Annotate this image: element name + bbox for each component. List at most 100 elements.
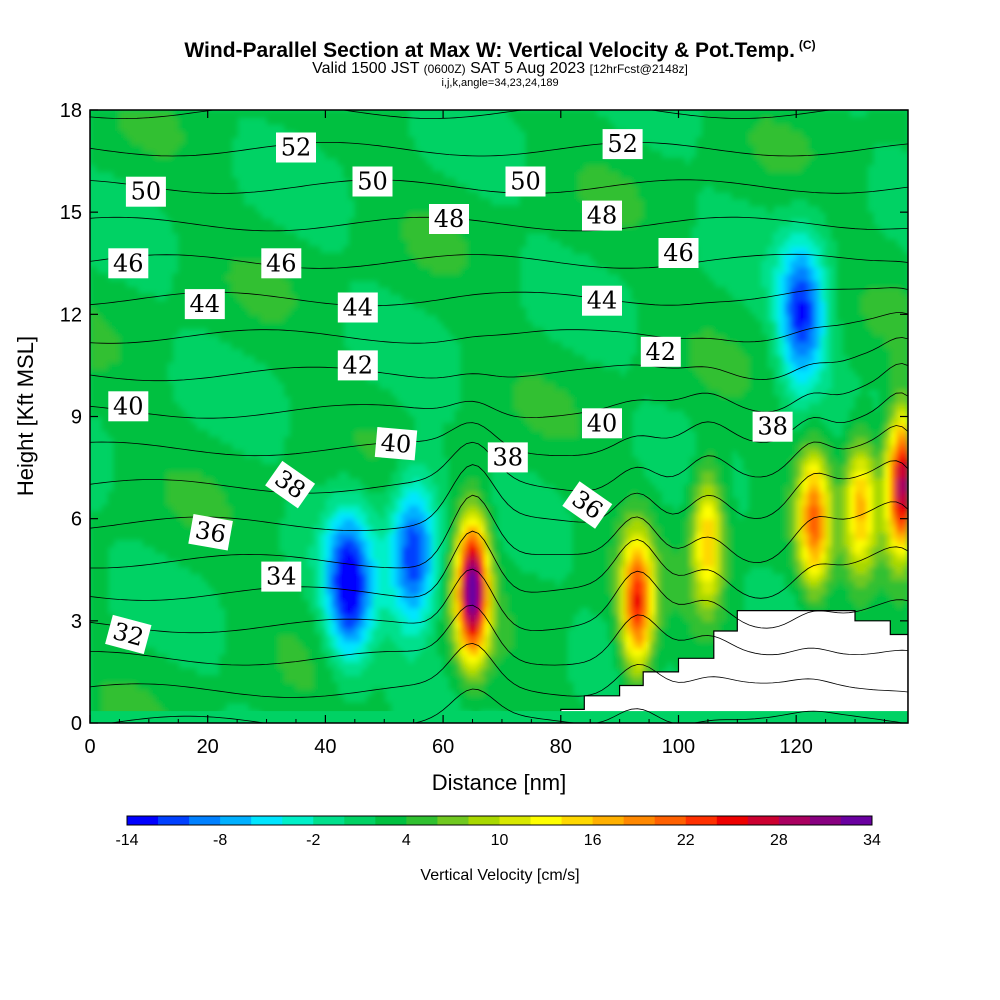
field-cell bbox=[113, 443, 121, 452]
field-cell bbox=[237, 464, 244, 472]
field-cell bbox=[231, 212, 238, 220]
field-cell bbox=[490, 511, 497, 520]
field-cell bbox=[425, 266, 433, 275]
field-cell bbox=[478, 457, 486, 465]
field-cell bbox=[272, 620, 280, 629]
field-cell bbox=[95, 634, 103, 643]
field-cell bbox=[154, 695, 162, 704]
field-cell bbox=[460, 259, 468, 268]
field-cell bbox=[201, 321, 209, 329]
field-cell bbox=[554, 668, 562, 677]
field-cell bbox=[325, 266, 333, 275]
field-cell bbox=[384, 505, 391, 513]
field-cell bbox=[343, 464, 350, 472]
field-cell bbox=[525, 423, 533, 431]
field-cell bbox=[301, 382, 309, 391]
field-cell bbox=[172, 198, 180, 207]
field-cell bbox=[248, 688, 256, 697]
field-cell bbox=[225, 293, 233, 302]
field-cell bbox=[372, 477, 380, 486]
field-cell bbox=[101, 355, 109, 363]
field-cell bbox=[337, 280, 344, 288]
field-cell bbox=[301, 314, 309, 322]
field-cell bbox=[496, 321, 503, 329]
field-cell bbox=[95, 327, 103, 336]
field-cell bbox=[237, 607, 244, 615]
field-cell bbox=[537, 430, 544, 438]
field-cell bbox=[190, 695, 197, 704]
field-cell bbox=[507, 593, 515, 602]
field-cell bbox=[331, 362, 338, 370]
field-cell bbox=[490, 375, 497, 384]
field-cell bbox=[348, 552, 356, 561]
field-cell bbox=[378, 123, 386, 132]
field-cell bbox=[213, 225, 221, 234]
field-cell bbox=[207, 116, 215, 125]
field-cell bbox=[454, 498, 462, 506]
field-cell bbox=[354, 205, 362, 213]
field-cell bbox=[337, 539, 344, 547]
field-cell bbox=[254, 511, 262, 520]
field-cell bbox=[407, 232, 415, 241]
field-cell bbox=[437, 266, 444, 275]
field-cell bbox=[431, 532, 439, 540]
field-cell bbox=[413, 484, 421, 493]
field-cell bbox=[243, 246, 250, 254]
field-cell bbox=[501, 205, 509, 213]
field-cell bbox=[154, 150, 162, 159]
field-cell bbox=[478, 314, 486, 322]
field-cell bbox=[366, 579, 374, 588]
field-cell bbox=[213, 545, 221, 554]
field-cell bbox=[260, 307, 268, 316]
field-cell bbox=[478, 232, 486, 241]
field-cell bbox=[178, 450, 185, 459]
field-cell bbox=[231, 253, 238, 261]
field-cell bbox=[119, 702, 127, 711]
field-cell bbox=[513, 205, 521, 213]
field-cell bbox=[125, 341, 132, 350]
field-cell bbox=[443, 620, 450, 629]
field-cell bbox=[254, 579, 262, 588]
field-cell bbox=[543, 443, 550, 452]
field-cell bbox=[95, 402, 103, 411]
field-cell bbox=[460, 620, 468, 629]
field-cell bbox=[142, 430, 150, 438]
field-cell bbox=[260, 702, 268, 711]
field-cell bbox=[131, 532, 138, 540]
field-cell bbox=[319, 273, 327, 282]
field-cell bbox=[201, 280, 209, 288]
field-cell bbox=[148, 464, 156, 472]
field-cell bbox=[301, 259, 309, 268]
field-cell bbox=[501, 695, 509, 704]
field-cell bbox=[496, 253, 503, 261]
field-cell bbox=[525, 130, 533, 139]
field-cell bbox=[549, 607, 556, 615]
field-cell bbox=[513, 307, 521, 316]
field-cell bbox=[507, 205, 515, 213]
field-cell bbox=[525, 634, 533, 643]
field-cell bbox=[343, 382, 350, 391]
field-cell bbox=[172, 327, 180, 336]
field-cell bbox=[207, 178, 215, 186]
field-cell bbox=[243, 559, 250, 568]
field-cell bbox=[360, 218, 368, 227]
field-cell bbox=[278, 327, 286, 336]
field-cell bbox=[325, 668, 333, 677]
field-cell bbox=[172, 552, 180, 561]
field-cell bbox=[319, 457, 327, 465]
field-cell bbox=[496, 382, 503, 391]
field-cell bbox=[137, 382, 144, 391]
field-cell bbox=[372, 259, 380, 268]
field-cell bbox=[148, 368, 156, 377]
field-cell bbox=[331, 273, 338, 282]
field-cell bbox=[472, 198, 480, 207]
field-cell bbox=[378, 157, 386, 166]
field-cell bbox=[284, 321, 291, 329]
field-cell bbox=[448, 573, 456, 581]
field-cell bbox=[372, 144, 380, 152]
field-cell bbox=[190, 116, 197, 125]
field-cell bbox=[295, 307, 303, 316]
field-cell bbox=[519, 212, 527, 220]
field-cell bbox=[142, 164, 150, 173]
field-cell bbox=[372, 600, 380, 609]
